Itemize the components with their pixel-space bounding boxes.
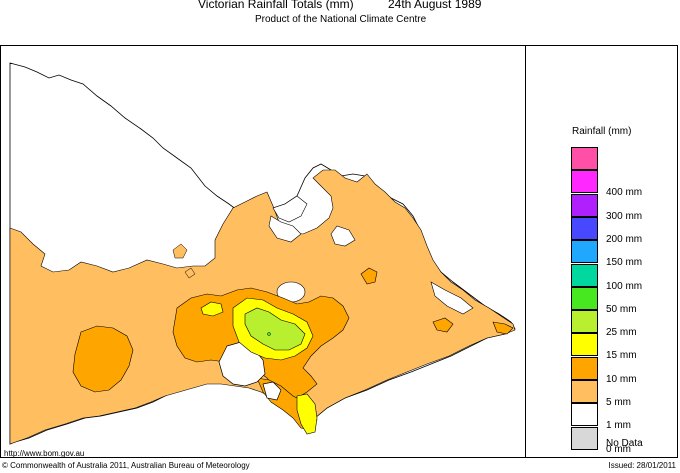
rain-10mm-region-ne: [360, 267, 378, 285]
legend-label: 5 mm: [606, 397, 631, 408]
rain-15mm-region-south: [296, 393, 318, 435]
legend-swatch: [571, 333, 598, 357]
issued-date: Issued: 28/01/2011: [608, 461, 676, 470]
legend-label: 100 mm: [606, 280, 643, 292]
legend-panel: Rainfall (mm) 400 mm 300 mm 200 mm 150 mm 10…: [526, 46, 677, 457]
legend-label: 25 mm: [606, 327, 637, 339]
western-port-bay: [262, 381, 282, 401]
legend-divider: [525, 45, 526, 458]
legend-swatch: [571, 286, 598, 310]
rain-15mm-region-west: [200, 301, 224, 317]
rain-10mm-region-east: [492, 321, 514, 335]
rain-5mm-island-north-2: [184, 267, 196, 279]
copyright-text: © Commonwealth of Australia 2011, Austra…: [2, 461, 250, 470]
map-frame: [0, 45, 678, 458]
legend-swatch: [571, 356, 598, 380]
rain-5mm-island-north: [172, 243, 188, 259]
rain-1mm-pocket-east: [430, 281, 474, 315]
legend-swatch: [571, 426, 598, 450]
victoria-rainfall-map: [9, 62, 516, 445]
rain-25mm-region: [244, 307, 306, 351]
legend-label: 200 mm: [606, 233, 643, 245]
rain-10mm-region-west: [72, 325, 134, 393]
legend-title: Rainfall (mm): [572, 126, 632, 137]
legend-swatch: [571, 380, 598, 403]
rain-1mm-pocket-north: [272, 195, 308, 223]
rain-1mm-pocket-upper: [268, 215, 302, 243]
rain-10mm-region-east-2: [432, 317, 454, 333]
legend-swatch: [571, 147, 598, 170]
legend-label: 400 mm: [606, 187, 643, 199]
rain-1mm-pocket-ne: [330, 225, 356, 247]
map-subtitle: Product of the National Climate Centre: [255, 14, 427, 25]
rain-50mm-spot: [267, 332, 271, 336]
legend-no-data-label: No Data: [606, 437, 643, 449]
legend-swatch: [571, 216, 598, 240]
legend-label: 300 mm: [606, 210, 643, 222]
legend-swatch: [571, 240, 598, 264]
map-panel: [1, 46, 525, 457]
website-link[interactable]: http://www.bom.gov.au: [4, 449, 85, 458]
legend-swatch: [571, 193, 598, 217]
legend-label: 10 mm: [606, 373, 637, 385]
map-title: Victorian Rainfall Totals (mm): [198, 0, 354, 11]
legend-label: 1 mm: [606, 420, 631, 432]
legend-label: 15 mm: [606, 350, 637, 362]
legend-swatch: [571, 170, 598, 194]
legend-label: 50 mm: [606, 303, 637, 315]
legend-swatch: [571, 403, 598, 427]
legend-swatch: [571, 263, 598, 287]
legend-swatch: [571, 310, 598, 334]
legend-label: 0 mm: [606, 443, 631, 455]
legend-label: 150 mm: [606, 257, 643, 269]
map-date: 24th August 1989: [388, 0, 482, 11]
map-title-bar: Victorian Rainfall Totals (mm) 24th Augu…: [0, 0, 680, 11]
